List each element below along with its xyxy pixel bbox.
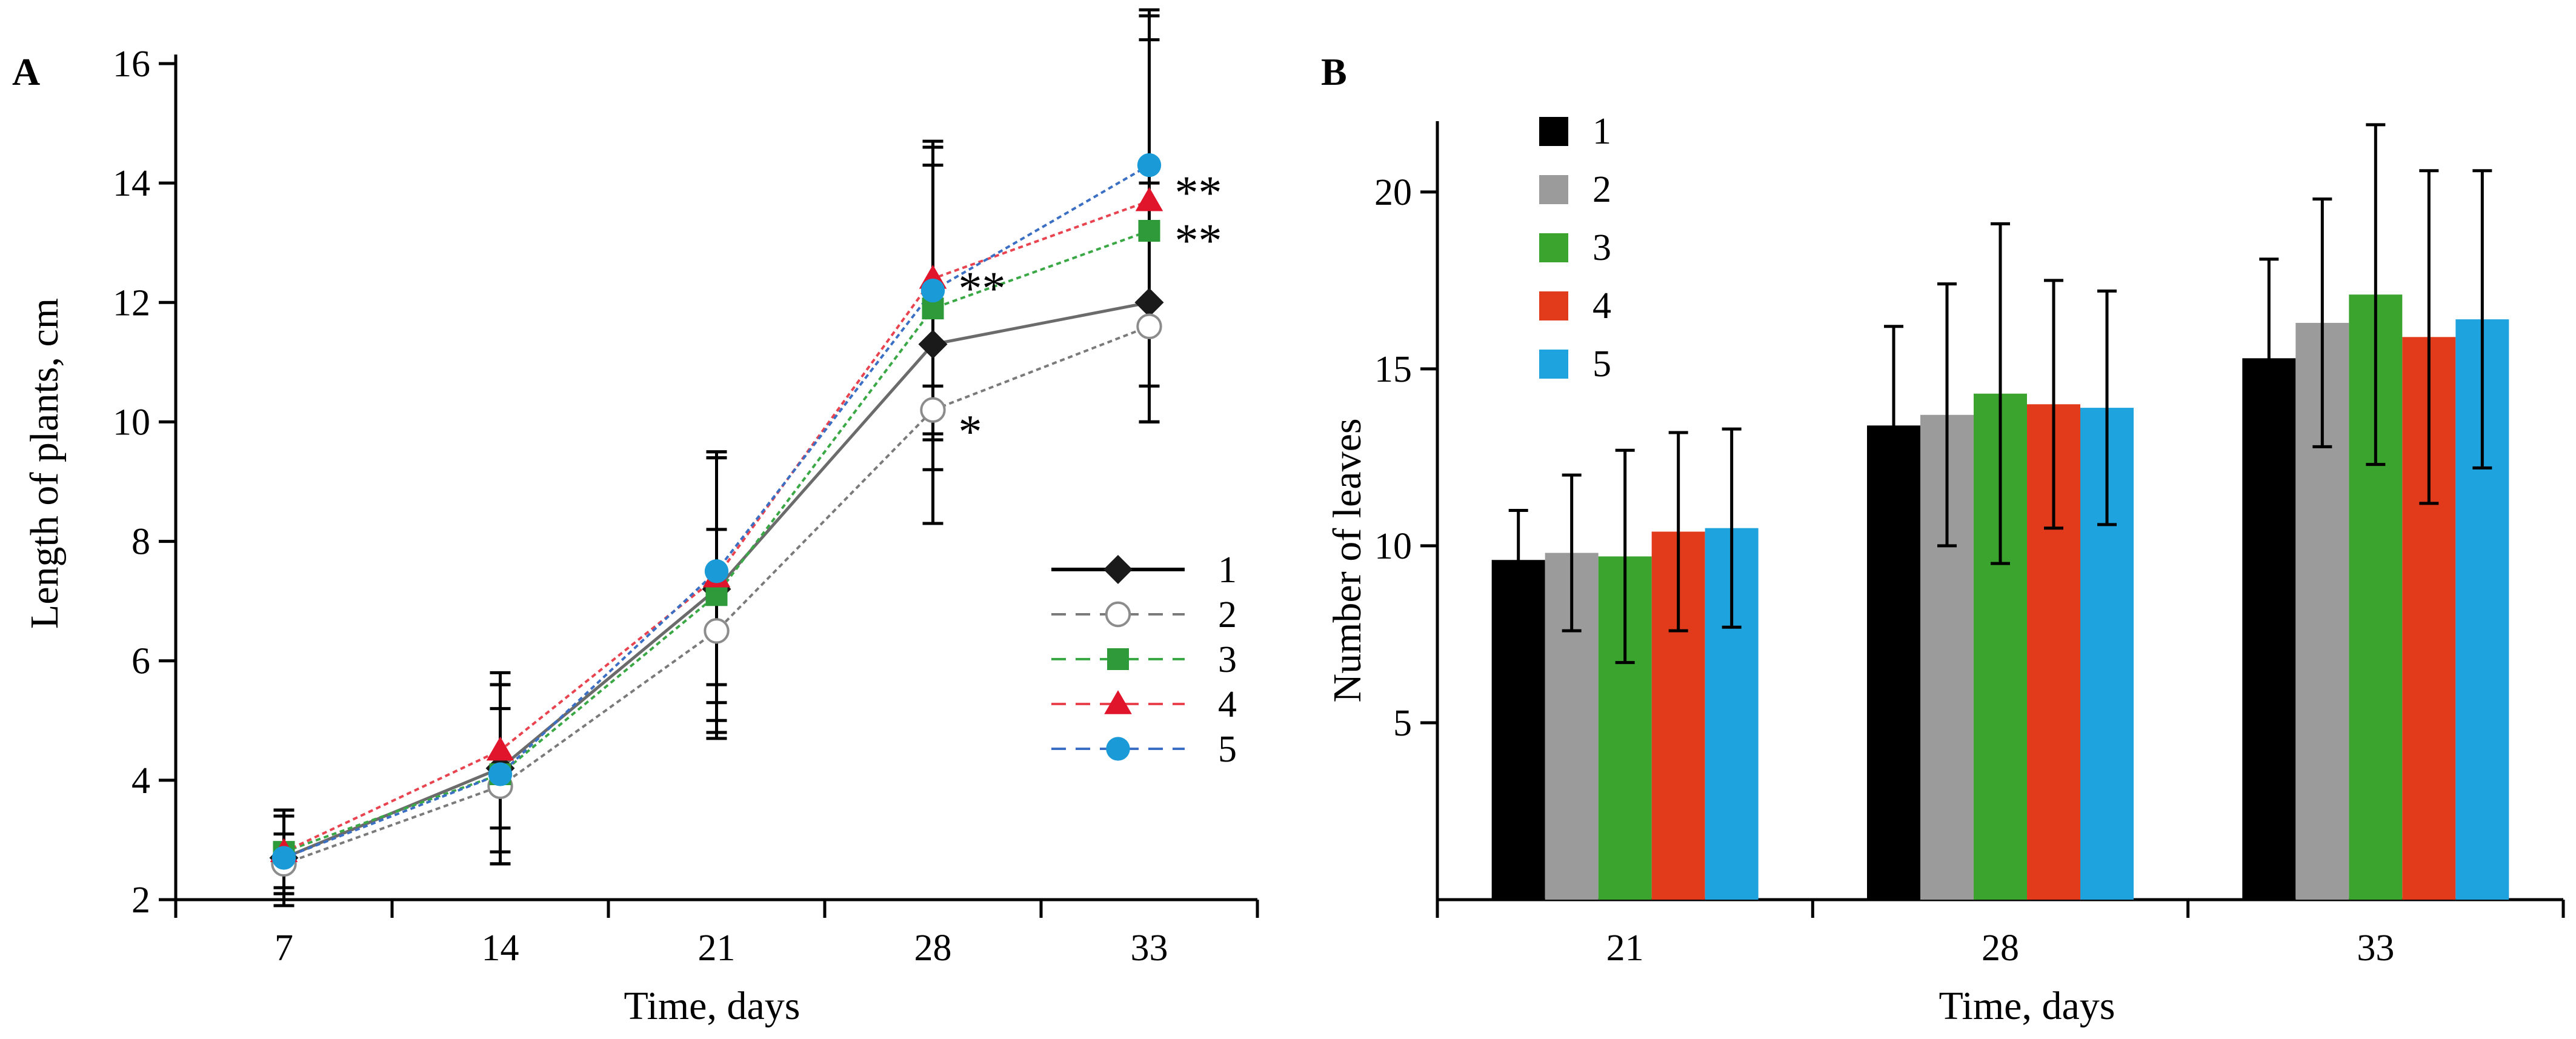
legend-label-3: 3 (1593, 227, 1611, 268)
legend-marker-1 (1103, 555, 1133, 584)
legend-label-4: 4 (1593, 285, 1611, 327)
panel-a-line-chart: A Length of plants, cm Time, days 2 4 6 8 10… (12, 8, 1259, 1028)
legend-label-3: 3 (1218, 639, 1237, 680)
legend-swatch-1 (1539, 117, 1568, 146)
panel-a-y-tick-label: 2 (131, 880, 150, 921)
legend-label-2: 2 (1593, 169, 1611, 210)
panel-a-y-tick-label: 14 (113, 163, 150, 204)
significance-annotation: ** (959, 262, 1006, 314)
data-point-5 (1137, 153, 1162, 178)
panel-b-y-tick-label: 15 (1374, 349, 1412, 390)
panel-a-x-axis-title: Time, days (624, 984, 800, 1028)
significance-annotation: ** (1175, 166, 1222, 219)
data-point-5 (704, 559, 729, 583)
panel-a-x-tick-label: 21 (698, 928, 736, 969)
data-point-2 (704, 618, 730, 644)
data-point-3 (1138, 220, 1160, 242)
panel-b-y-tick-label: 5 (1393, 703, 1412, 744)
data-point-5 (271, 846, 296, 870)
panel-b-x-tick-label: 33 (2357, 928, 2394, 969)
legend-marker-3 (1107, 648, 1129, 670)
legend-label-4: 4 (1218, 684, 1237, 725)
panel-a-x-tick-label: 33 (1131, 928, 1168, 969)
legend-label-1: 1 (1218, 549, 1237, 591)
legend-label-2: 2 (1218, 594, 1237, 636)
data-point-2 (920, 397, 946, 423)
legend-marker-4 (1104, 690, 1132, 714)
panel-a-label: A (12, 50, 40, 93)
bar-series-1 (1491, 560, 1545, 900)
panel-a-y-tick-label: 6 (131, 641, 150, 682)
data-point-3 (705, 584, 728, 606)
panel-a-y-tick-label: 16 (113, 44, 150, 85)
legend-marker-2 (1105, 601, 1131, 628)
data-point-5 (488, 762, 513, 786)
data-point-4 (486, 736, 514, 761)
panel-a-y-tick-label: 4 (131, 760, 150, 802)
legend-label-1: 1 (1593, 111, 1611, 152)
panel-a-y-axis-title: Length of plants, cm (22, 298, 67, 629)
series-line-4 (283, 199, 1150, 853)
panel-b-y-axis-title: Number of leaves (1325, 418, 1370, 702)
legend-label-5: 5 (1218, 729, 1237, 770)
panel-a-y-tick-label: 10 (113, 402, 150, 443)
panel-a-series (269, 8, 1164, 908)
legend-label-5: 5 (1593, 344, 1611, 385)
legend-swatch-2 (1539, 175, 1568, 204)
legend-swatch-5 (1539, 350, 1568, 379)
legend-swatch-3 (1539, 233, 1568, 262)
panel-a-x-tick-label: 7 (275, 928, 293, 969)
data-point-2 (1136, 313, 1162, 339)
panel-a-y-tick-label: 12 (113, 282, 150, 324)
panel-a-x-tick-label: 28 (914, 928, 952, 969)
data-point-5 (920, 278, 945, 303)
panel-b-x-tick-label: 21 (1606, 928, 1644, 969)
data-point-4 (1135, 187, 1163, 211)
data-point-1 (1134, 288, 1164, 317)
legend-marker-5 (1106, 737, 1130, 761)
panel-b-y-tick-label: 10 (1374, 526, 1412, 567)
panel-b-bars (1491, 123, 2509, 900)
panel-b-x-axis-title: Time, days (1939, 984, 2115, 1028)
significance-annotation: ** (1175, 214, 1222, 267)
data-point-1 (918, 330, 948, 359)
legend-swatch-4 (1539, 291, 1568, 320)
panel-b-legend: 1 2 3 4 5 (1539, 111, 1611, 385)
panel-b-y-tick-label: 20 (1374, 172, 1412, 213)
panel-a-x-tick-label: 14 (482, 928, 519, 969)
panel-a-annotations: ******* (959, 166, 1222, 457)
panel-b-label: B (1321, 50, 1347, 93)
significance-annotation: * (959, 405, 982, 457)
panel-a-y-tick-label: 8 (131, 522, 150, 563)
panel-b-x-tick-label: 28 (1982, 928, 2019, 969)
